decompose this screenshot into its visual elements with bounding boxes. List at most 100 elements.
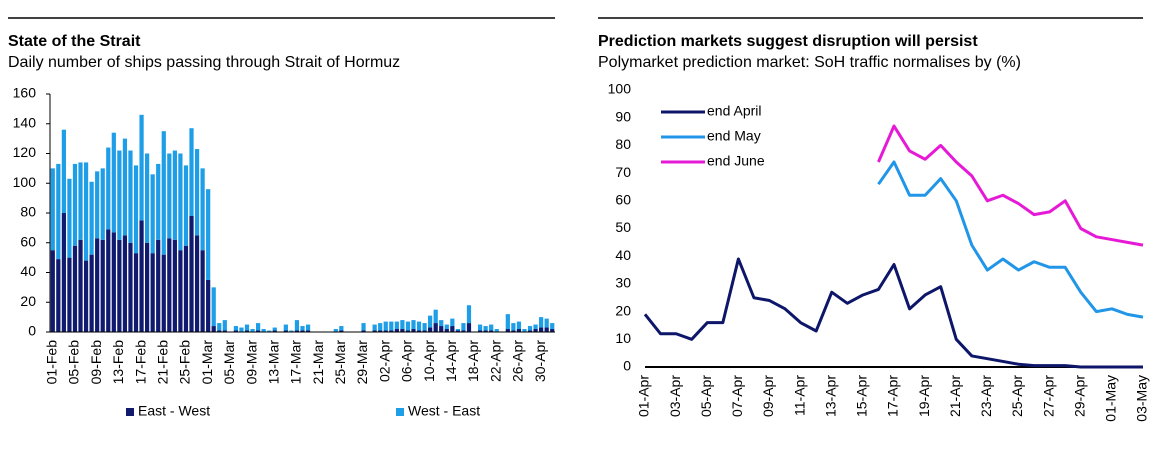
bar-segment — [533, 329, 538, 332]
x-tick-label: 14-Apr — [443, 340, 459, 382]
bar-segment — [511, 330, 516, 332]
bar-segment — [516, 321, 522, 330]
x-tick-label: 09-Feb — [88, 340, 104, 385]
bar-segment — [111, 232, 116, 332]
bar-segment — [183, 165, 189, 246]
bar-segment — [200, 250, 205, 332]
x-tick-label: 01-May — [1103, 375, 1119, 422]
x-tick-label: 21-Apr — [947, 375, 963, 417]
bar-segment — [489, 324, 494, 331]
x-tick-label: 18-Apr — [465, 340, 481, 382]
x-tick-label: 17-Apr — [885, 375, 901, 417]
bar-segment — [133, 253, 139, 332]
bar-segment — [89, 254, 94, 332]
bar-segment — [483, 326, 488, 331]
bar-segment — [372, 330, 377, 332]
x-tick-label: 13-Mar — [265, 340, 281, 385]
bar-segment — [533, 324, 538, 330]
bar-segment — [428, 315, 433, 328]
bar-segment — [133, 165, 139, 254]
bar-segment — [455, 330, 460, 332]
bar-segment — [206, 279, 211, 332]
bar-segment — [466, 305, 472, 324]
y-tick-label: 20 — [615, 302, 631, 318]
x-tick-label: 26-Apr — [510, 340, 526, 382]
bar-segment — [255, 330, 261, 332]
bar-segment — [294, 330, 300, 332]
y-tick-label: 120 — [13, 144, 37, 160]
bar-segment — [244, 330, 250, 332]
bar-segment — [206, 189, 211, 280]
bar-segment — [50, 250, 55, 332]
x-tick-label: 02-Apr — [376, 340, 392, 382]
chart-title: State of the Strait — [8, 33, 141, 50]
chart-title: Prediction markets suggest disruption wi… — [598, 33, 978, 50]
bar-segment — [128, 242, 133, 332]
bar-segment — [172, 239, 177, 332]
legend-label: East - West — [138, 403, 210, 419]
x-tick-label: 03-May — [1134, 375, 1150, 422]
bar-segment — [444, 324, 449, 330]
bar-segment — [95, 171, 100, 239]
legend-swatch — [396, 408, 404, 416]
bar-segment — [67, 178, 72, 258]
bar-segment — [100, 239, 105, 332]
y-tick-label: 140 — [13, 114, 37, 130]
bar-segment — [389, 330, 394, 332]
bar-segment — [428, 327, 433, 332]
x-tick-label: 09-Apr — [760, 375, 776, 417]
y-tick-label: 60 — [20, 233, 36, 249]
bar-segment — [405, 321, 411, 331]
bar-segment — [122, 235, 128, 332]
bar-segment — [489, 330, 494, 332]
x-tick-label: 25-Mar — [332, 340, 348, 385]
bar-segment — [56, 259, 61, 332]
bar-segment — [283, 324, 288, 331]
x-tick-label: 13-Feb — [110, 340, 126, 385]
bar-segment — [433, 323, 438, 332]
bar-segment — [372, 324, 377, 331]
bar-segment — [544, 327, 549, 332]
bar-segment — [122, 138, 128, 236]
bar-segment — [156, 163, 161, 240]
bar-segment — [378, 323, 383, 331]
legend-swatch — [126, 408, 134, 416]
x-tick-label: 29-Mar — [354, 340, 370, 385]
bar-segment — [422, 330, 427, 332]
bar-segment — [117, 150, 122, 240]
y-tick-label: 100 — [13, 174, 37, 190]
y-tick-label: 100 — [608, 81, 632, 97]
bar-segment — [400, 320, 405, 330]
x-tick-label: 01-Mar — [199, 340, 215, 385]
bar-segment — [250, 329, 255, 332]
x-tick-label: 29-Apr — [1071, 375, 1087, 417]
bar-segment — [305, 324, 311, 331]
bar-segment — [167, 153, 172, 239]
bar-segment — [394, 329, 399, 332]
y-tick-label: 50 — [615, 219, 631, 235]
bar-segment — [95, 238, 100, 332]
series-line — [877, 124, 1144, 247]
bar-segment — [156, 239, 161, 332]
bar-segment — [550, 323, 555, 330]
x-tick-label: 13-Apr — [822, 375, 838, 417]
x-tick-label: 06-Apr — [399, 340, 415, 382]
bar-segment — [477, 324, 483, 331]
bar-segment — [217, 323, 222, 331]
bar-segment — [383, 321, 388, 331]
bar-segment — [494, 329, 499, 332]
bar-segment — [383, 330, 388, 332]
bar-segment — [211, 326, 216, 332]
bar-segment — [100, 168, 105, 240]
y-tick-label: 80 — [20, 204, 36, 220]
bar-segment — [61, 129, 66, 213]
legend-label: end June — [707, 153, 765, 169]
series-line — [643, 257, 1143, 369]
y-tick-label: 20 — [20, 293, 36, 309]
x-tick-label: 15-Apr — [854, 375, 870, 417]
y-tick-label: 40 — [615, 247, 631, 263]
bar-segment — [283, 330, 288, 332]
bar-segment — [78, 162, 83, 240]
bar-segment — [50, 168, 55, 251]
bar-segment — [400, 329, 405, 332]
